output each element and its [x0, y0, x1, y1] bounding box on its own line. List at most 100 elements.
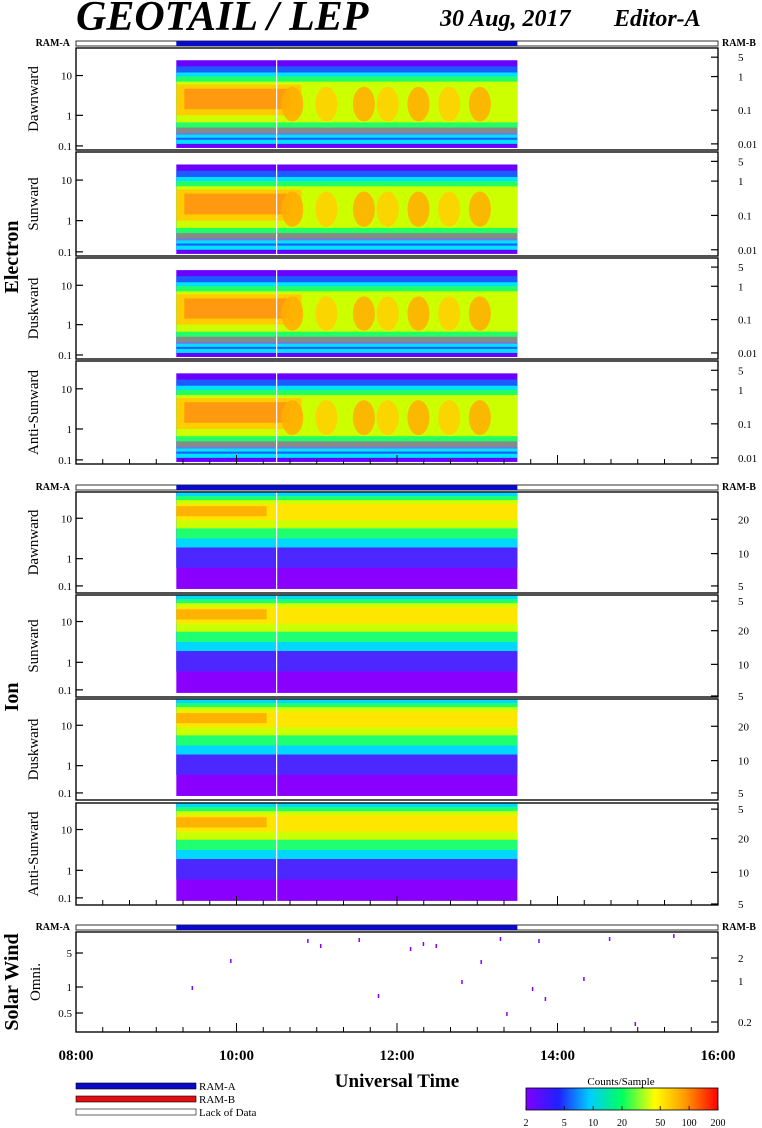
group-label-solar-wind: Solar Wind [1, 933, 23, 1030]
colorbar-tick-label-2: 10 [588, 1118, 598, 1128]
right-tick-label-2-3: 0.01 [738, 245, 757, 257]
solar-wind-point-10 [506, 1012, 508, 1016]
left-tick-label-9-0: 5 [67, 948, 73, 960]
left-tick-label-7-0: 10 [61, 720, 73, 732]
spec-orange-4 [184, 402, 290, 423]
panel-border-7 [75, 698, 719, 801]
spec-burst-3-4 [407, 296, 430, 331]
left-tick-label-8-0: 10 [61, 825, 73, 837]
panel-frame-9 [75, 931, 719, 1033]
panel-label-7: Duskward [26, 718, 42, 780]
panel-label-2: Sunward [26, 177, 42, 231]
left-tick-label-9-1: 1 [67, 982, 73, 994]
x-axis: 08:00 10:00 12:00 14:00 16:00 [59, 455, 736, 1064]
solar-wind-point-13 [230, 959, 232, 963]
spec-burst-4-4 [407, 400, 430, 436]
left-tick-label-1-1: 1 [67, 110, 73, 122]
right-tick-label-3-1: 1 [738, 281, 744, 293]
spec-burst-1-4 [407, 86, 430, 122]
chart-title: GEOTAIL / LEP [76, 0, 369, 40]
legend-swatch-ram-b [75, 1095, 197, 1103]
ram-label-left-electron: RAM-A [36, 38, 71, 49]
solar-wind-point-14 [191, 986, 194, 990]
colorbar-tick-label-0: 2 [524, 1118, 529, 1128]
solar-wind-point-15 [634, 1022, 637, 1026]
colorbar-title: Counts/Sample [587, 1076, 654, 1088]
panel-label-5: Dawnward [26, 509, 42, 575]
solar-wind-point-4 [480, 960, 482, 964]
panel-border-3 [75, 257, 719, 360]
spec-burst-2-3 [376, 191, 399, 227]
spec-burst-2-4 [407, 191, 430, 227]
solar-wind-point-18 [544, 997, 547, 1001]
right-tick-label-1-3: 0.01 [738, 139, 757, 151]
colorbar-tick-label-4: 50 [655, 1118, 665, 1128]
ram-label-left-ion: RAM-A [36, 482, 71, 493]
left-tick-label-6-1: 1 [67, 657, 73, 669]
right-tick-label-9-0: 2 [738, 953, 744, 965]
legend-label-ram-b: RAM-B [199, 1094, 235, 1106]
solar-wind-point-1 [319, 944, 322, 948]
spec-burst-2-0 [281, 191, 304, 227]
left-tick-label-3-1: 1 [67, 320, 73, 332]
solar-wind-point-3 [538, 939, 540, 943]
spec-burst-2-5 [438, 191, 461, 227]
ram-bars-layer: RAM-A RAM-B RAM-A RAM-B RAM-A RAM-B [36, 38, 757, 933]
solar-wind-point-8 [435, 944, 438, 948]
right-tick-label-6-0: 5 [738, 596, 744, 608]
left-tick-label-1-0: 10 [61, 71, 73, 83]
spec-orange-7 [176, 713, 267, 724]
x-axis-label: Universal Time [335, 1071, 459, 1092]
left-tick-label-9-2: 0.5 [58, 1008, 72, 1020]
x-tick-label-1: 10:00 [219, 1048, 254, 1064]
spec-lowband-4 [176, 441, 518, 449]
right-tick-label-8-2: 10 [738, 867, 750, 879]
spec-lowband-6 [176, 651, 518, 672]
ram-bar-coverage-electron [176, 41, 518, 46]
panel-label-9: Omni. [28, 963, 44, 1001]
panel-3: Duskward 10 1 0.1 5 1 0.1 0.01 [26, 257, 757, 362]
spec-burst-3-0 [281, 296, 304, 331]
panel-9: Omni. 5 1 0.5 2 1 0.2 [28, 931, 752, 1033]
right-tick-label-5-1: 10 [738, 549, 750, 561]
spec-burst-4-0 [281, 400, 304, 436]
solar-wind-point-7 [422, 942, 425, 946]
ram-label-right-electron: RAM-B [722, 38, 756, 49]
spec-orange-1 [184, 88, 290, 110]
left-tick-label-5-1: 1 [67, 554, 73, 566]
panel-border-1 [75, 47, 719, 151]
right-tick-label-3-0: 5 [738, 262, 744, 274]
spec-floor-3 [176, 348, 518, 353]
spec-burst-4-6 [468, 400, 491, 436]
spec-lowband-2 [176, 233, 518, 241]
left-tick-label-4-0: 10 [61, 384, 73, 396]
spec-burst-2-2 [352, 191, 375, 227]
panel-1: Dawnward 10 1 0.1 5 1 0.1 0.01 [26, 47, 757, 153]
spec-burst-4-3 [376, 400, 399, 436]
left-tick-label-7-2: 0.1 [58, 788, 72, 800]
spec-burst-2-1 [315, 191, 338, 227]
colorbar-tick-label-1: 5 [562, 1118, 567, 1128]
right-tick-label-3-3: 0.01 [738, 348, 757, 360]
solar-wind-point-5 [608, 937, 611, 941]
right-tick-label-8-0: 5 [738, 804, 744, 816]
solar-wind-point-16 [583, 977, 585, 981]
panels-layer: Dawnward 10 1 0.1 5 1 0.1 0.01 Sunward 10 1 0.1 5 1 0.… [26, 47, 757, 1033]
left-tick-label-5-2: 0.1 [58, 581, 72, 593]
panel-border-5 [75, 491, 719, 594]
right-tick-label-1-1: 1 [738, 72, 744, 84]
right-tick-label-4-2: 0.1 [738, 419, 752, 431]
spec-lowband-3 [176, 336, 518, 344]
group-label-ion: Ion [1, 683, 23, 712]
left-tick-label-4-1: 1 [67, 424, 73, 436]
left-tick-label-6-0: 10 [61, 617, 73, 629]
colorbar-tick-label-5: 100 [682, 1118, 697, 1128]
right-tick-label-9-2: 0.2 [738, 1017, 752, 1029]
right-tick-label-8-1: 20 [738, 834, 750, 846]
x-tick-label-0: 08:00 [59, 1048, 94, 1064]
right-tick-label-2-2: 0.1 [738, 210, 752, 222]
left-tick-label-2-1: 1 [67, 216, 73, 228]
legend-swatch-ram-a [75, 1082, 197, 1090]
spec-burst-1-2 [352, 86, 375, 122]
